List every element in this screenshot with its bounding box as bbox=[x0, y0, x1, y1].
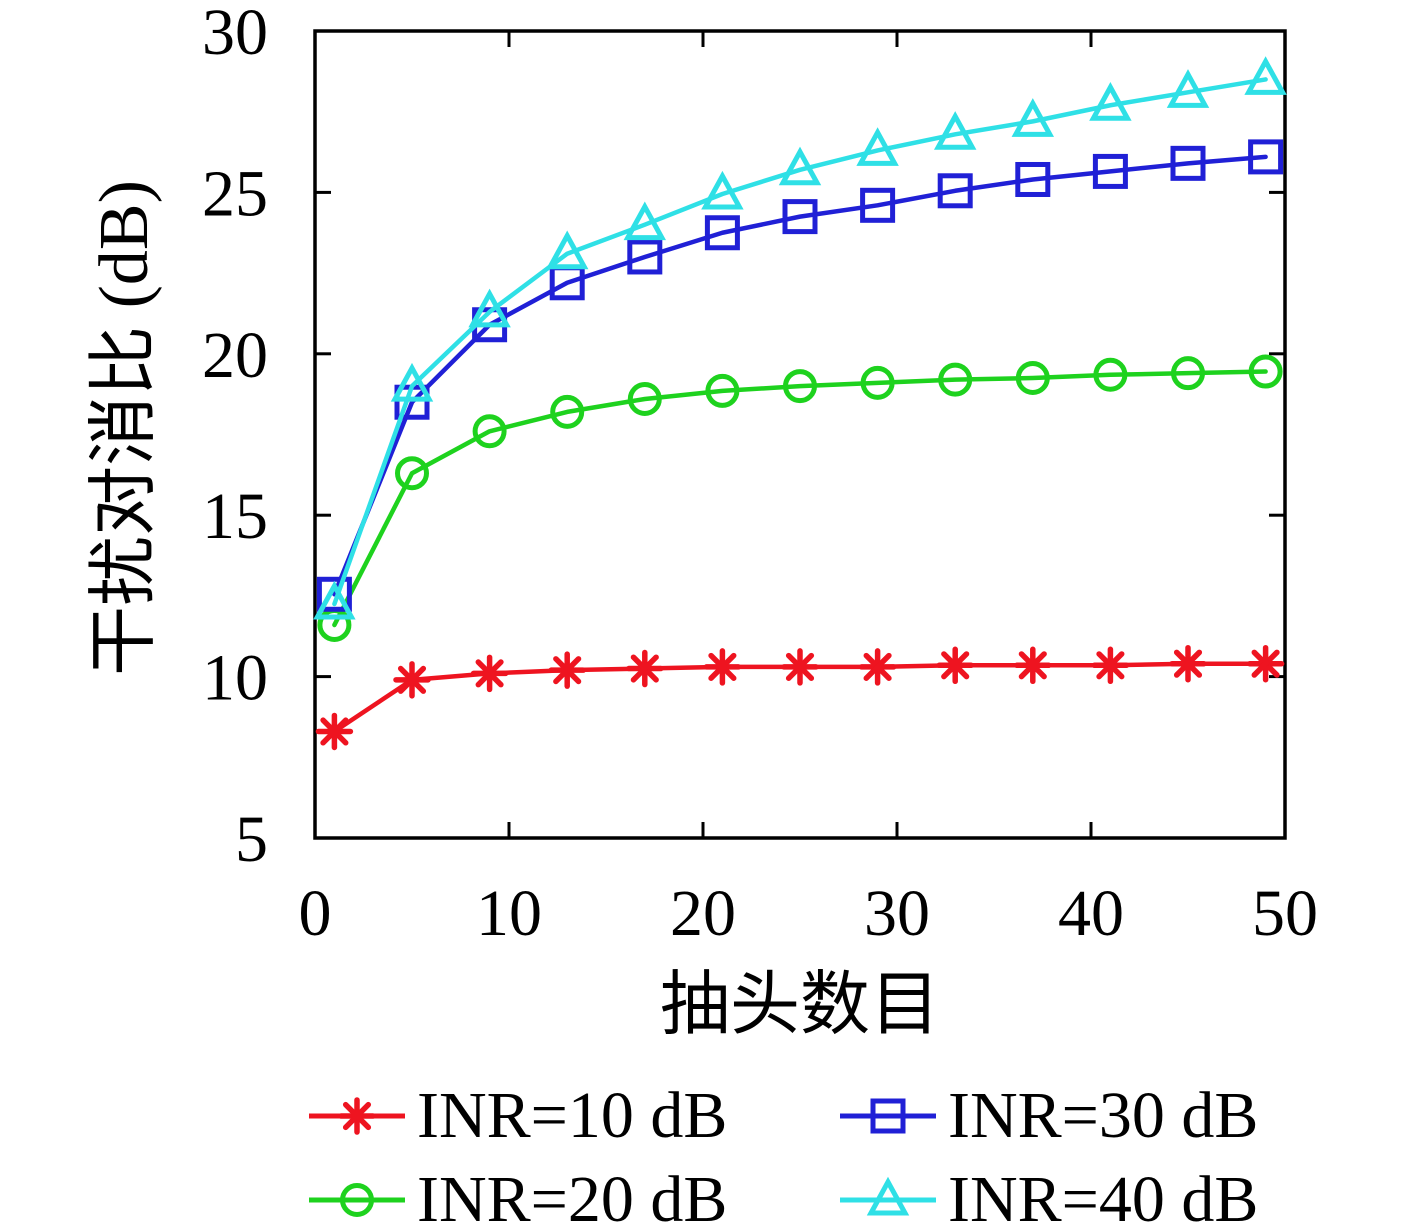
series-line-3 bbox=[332, 77, 1268, 607]
legend-sample-asterisk bbox=[309, 1097, 405, 1135]
asterisk-marker bbox=[863, 652, 892, 681]
square-marker bbox=[627, 239, 663, 275]
circle-marker bbox=[783, 369, 817, 404]
circle-marker bbox=[860, 365, 895, 400]
x-tick-label: 50 bbox=[1252, 877, 1318, 950]
asterisk-marker bbox=[475, 659, 504, 688]
x-tick-label: 40 bbox=[1058, 877, 1124, 950]
triangle-marker bbox=[778, 146, 822, 186]
square-marker bbox=[704, 215, 740, 251]
circle-marker bbox=[1093, 357, 1128, 392]
x-tick-label: 20 bbox=[670, 877, 736, 950]
triangle-marker bbox=[866, 1176, 910, 1216]
y-axis-label: 干扰对消比 (dB) bbox=[86, 180, 163, 676]
legend-label: INR=20 dB bbox=[417, 1163, 728, 1228]
legend-sample-circle bbox=[309, 1183, 405, 1217]
square-marker bbox=[1248, 139, 1284, 175]
triangle-marker bbox=[701, 170, 744, 210]
square-marker bbox=[316, 576, 352, 612]
circle-marker bbox=[472, 414, 507, 449]
y-tick-label: 20 bbox=[202, 319, 268, 392]
circle-marker bbox=[395, 456, 429, 491]
triangle-marker bbox=[545, 230, 589, 270]
x-tick-label: 0 bbox=[299, 877, 332, 950]
asterisk-marker bbox=[342, 1101, 372, 1131]
legend-label: INR=30 dB bbox=[948, 1079, 1259, 1152]
y-tick-label: 5 bbox=[235, 803, 268, 876]
circle-marker bbox=[627, 381, 662, 416]
legend-sample-triangle bbox=[840, 1176, 936, 1216]
triangle-marker bbox=[623, 201, 667, 241]
series-line-1 bbox=[332, 369, 1268, 628]
asterisk-marker bbox=[630, 654, 659, 683]
triangle-marker bbox=[856, 127, 899, 166]
triangle-marker bbox=[1166, 69, 1210, 108]
asterisk-marker bbox=[320, 717, 349, 746]
asterisk-marker bbox=[708, 652, 737, 681]
y-tick-label: 15 bbox=[202, 480, 268, 553]
legend: INR=10 dB INR=30 dB INR=20 dB INR=40 dB bbox=[307, 1083, 1258, 1228]
circle-marker bbox=[1248, 354, 1283, 389]
circle-marker bbox=[1015, 361, 1050, 396]
asterisk-marker bbox=[1018, 651, 1047, 680]
legend-label: INR=10 dB bbox=[417, 1079, 728, 1152]
triangle-marker bbox=[1244, 56, 1287, 95]
y-tick-label: 30 bbox=[202, 0, 268, 69]
asterisk-marker bbox=[1173, 649, 1203, 678]
y-tick-label: 25 bbox=[202, 157, 268, 230]
asterisk-marker bbox=[553, 656, 582, 685]
square-marker bbox=[1170, 145, 1206, 181]
legend-item-inr-40: INR=40 dB bbox=[838, 1167, 1258, 1228]
asterisk-marker bbox=[785, 652, 815, 681]
square-marker bbox=[860, 187, 896, 223]
triangle-marker bbox=[390, 362, 434, 402]
asterisk-marker bbox=[397, 665, 427, 694]
y-tick-label: 10 bbox=[202, 642, 268, 715]
circle-marker bbox=[340, 1183, 374, 1217]
square-marker bbox=[1015, 161, 1051, 197]
triangle-marker bbox=[1011, 98, 1055, 137]
square-marker bbox=[870, 1098, 906, 1134]
legend-sample-square bbox=[840, 1098, 936, 1134]
circle-marker bbox=[705, 373, 740, 408]
square-marker bbox=[1092, 153, 1128, 189]
triangle-marker bbox=[933, 111, 977, 150]
triangle-marker bbox=[1089, 82, 1132, 121]
circle-marker bbox=[550, 394, 585, 429]
circle-marker bbox=[938, 362, 973, 397]
square-marker bbox=[782, 199, 818, 235]
asterisk-marker bbox=[1251, 649, 1280, 678]
square-marker bbox=[937, 173, 973, 209]
legend-item-inr-30: INR=30 dB bbox=[838, 1083, 1258, 1149]
legend-item-inr-10: INR=10 dB bbox=[307, 1083, 838, 1149]
x-tick-label: 30 bbox=[864, 877, 930, 950]
x-tick-label: 10 bbox=[476, 877, 542, 950]
legend-item-inr-20: INR=20 dB bbox=[307, 1167, 838, 1228]
triangle-marker bbox=[468, 288, 511, 328]
triangle-marker bbox=[313, 580, 356, 620]
x-axis-label: 抽头数目 bbox=[660, 967, 940, 1044]
circle-marker bbox=[1171, 356, 1205, 391]
legend-label: INR=40 dB bbox=[948, 1163, 1259, 1228]
asterisk-marker bbox=[1096, 651, 1125, 680]
plot-box bbox=[313, 29, 1287, 840]
asterisk-marker bbox=[941, 651, 970, 680]
